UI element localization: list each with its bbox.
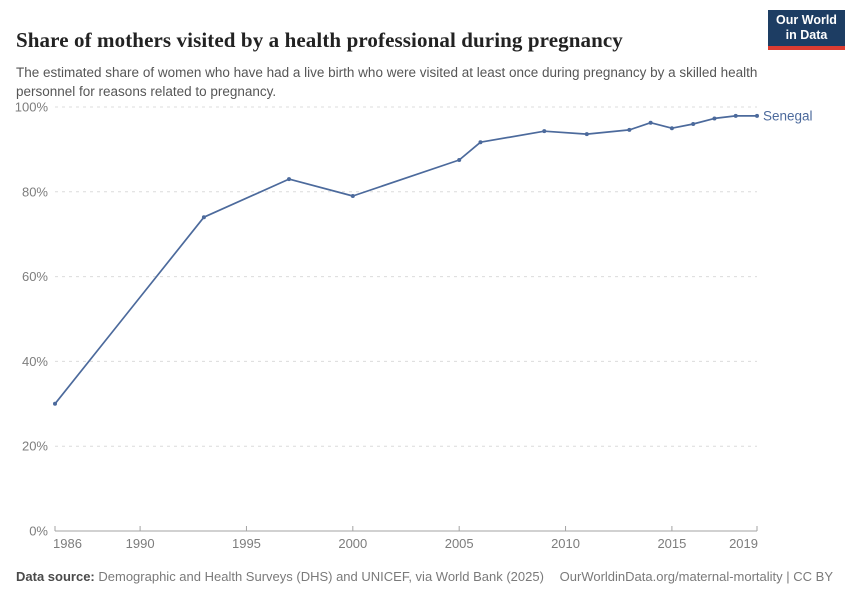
data-point-marker (457, 158, 462, 162)
series-entity-label[interactable]: Senegal (763, 108, 813, 123)
x-tick-label: 1990 (126, 536, 155, 551)
y-tick-label: 40% (22, 354, 48, 369)
data-point-marker (53, 401, 57, 406)
data-point-marker (691, 121, 696, 126)
data-point-marker (201, 215, 206, 220)
y-tick-label: 60% (22, 269, 48, 284)
series-line (54, 115, 758, 405)
page-title: Share of mothers visited by a health pro… (16, 28, 623, 53)
data-point-marker (350, 194, 355, 199)
y-tick-label: 0% (29, 524, 48, 539)
y-tick-label: 20% (22, 439, 48, 454)
y-tick-label: 80% (22, 184, 48, 199)
x-tick-label: 1995 (232, 536, 261, 551)
data-point-marker (755, 113, 759, 118)
data-point-marker (627, 127, 632, 132)
data-point-marker (542, 129, 547, 134)
chart-subtitle: The estimated share of women who have ha… (16, 64, 758, 99)
data-point-marker (669, 126, 674, 131)
data-point-marker (648, 120, 653, 125)
x-tick-label: 2010 (551, 536, 580, 551)
data-source-note: Data source: Demographic and Health Surv… (16, 569, 544, 584)
data-source-text: Demographic and Health Surveys (DHS) and… (98, 569, 544, 584)
x-tick-label: 2005 (445, 536, 474, 551)
x-axis: 1986 1990 1995 2000 2005 2010 2015 2019 (53, 526, 758, 551)
data-point-marker (712, 116, 717, 121)
credit-link[interactable]: OurWorldinData.org/maternal-mortality | … (559, 569, 833, 584)
senegal-series: Senegal (53, 108, 813, 406)
x-tick-label: 1986 (53, 536, 82, 551)
data-point-marker (584, 132, 589, 137)
owid-logo[interactable]: Our World in Data (768, 10, 845, 50)
data-point-marker (733, 113, 738, 118)
data-point-marker (287, 177, 291, 182)
x-tick-label: 2000 (338, 536, 367, 551)
data-source-label: Data source: (16, 569, 95, 584)
y-axis: 0% 20% 40% 60% 80% 100% (15, 100, 757, 539)
owid-logo-line1: Our World (776, 13, 837, 27)
x-tick-label: 2015 (657, 536, 686, 551)
x-tick-label: 2019 (729, 536, 758, 551)
owid-logo-line2: in Data (785, 28, 828, 42)
y-tick-label: 100% (15, 100, 49, 115)
data-point-marker (478, 140, 483, 145)
